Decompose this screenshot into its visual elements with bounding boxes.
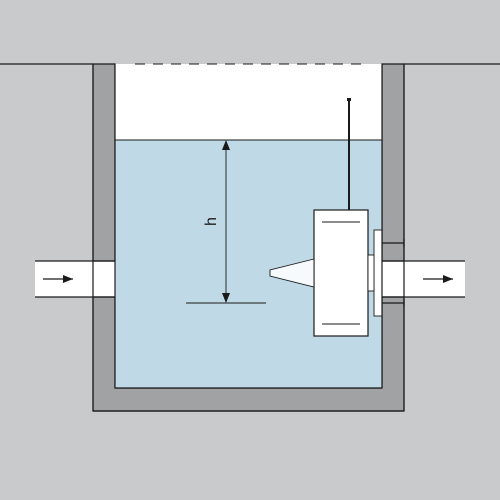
dim-label-h: h — [203, 217, 220, 226]
diagram-canvas: h — [0, 0, 500, 500]
device-body — [314, 210, 368, 336]
tank-air — [115, 64, 382, 140]
